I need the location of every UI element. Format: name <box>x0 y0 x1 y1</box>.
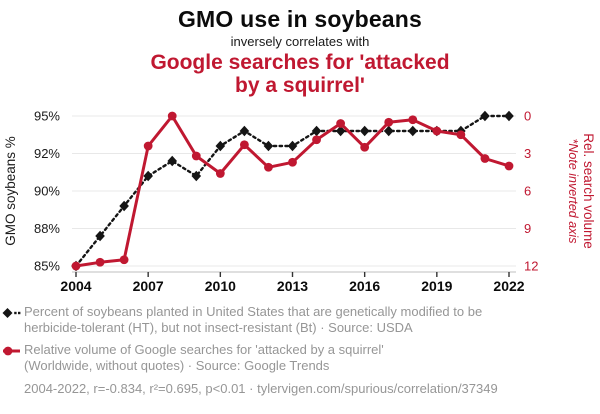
red-subtitle-line-1: Google searches for 'attacked <box>150 51 450 74</box>
squirrel-data-point <box>456 130 466 140</box>
squirrel-data-point <box>288 157 297 167</box>
squirrel-data-point <box>360 142 370 152</box>
squirrel-data-point <box>312 135 321 145</box>
right-axis-tick-label: 0 <box>524 109 531 124</box>
right-axis-tick-label: 3 <box>524 146 531 161</box>
right-axis-ticks: 0 3 6 9 12 <box>524 109 538 274</box>
legend-label-gmo-line-2: herbicide-tolerant (HT), but not insect-… <box>24 319 413 335</box>
gmo-data-point <box>215 140 226 152</box>
x-axis-tick-label: 2004 <box>60 278 91 294</box>
left-axis-title: GMO soybeans % <box>3 136 18 246</box>
gmo-data-point <box>359 125 370 137</box>
squirrel-data-point <box>167 111 177 121</box>
legend-label-squirrel-line-2: (Worldwide, without quotes) · Source: Go… <box>24 357 330 373</box>
right-axis-note: *Note inverted axis <box>566 139 580 244</box>
right-axis-title: Rel. search volume <box>581 133 596 249</box>
x-axis-tick-label: 2013 <box>277 278 308 294</box>
left-axis-tick-label: 92% <box>34 146 60 161</box>
gmo-data-point <box>263 140 274 152</box>
squirrel-data-point <box>480 154 490 163</box>
gmo-diamond-dotted-icon <box>2 308 21 318</box>
squirrel-data-point <box>504 161 514 171</box>
squirrel-data-point <box>71 261 81 271</box>
gmo-data-point <box>167 155 178 167</box>
squirrel-circle-line-icon <box>3 346 20 356</box>
gmo-data-point <box>311 125 322 137</box>
gmo-data-point <box>407 125 418 137</box>
x-axis: 2004 2007 2010 2013 2016 2019 2022 <box>60 271 525 294</box>
right-axis-tick-label: 9 <box>524 221 531 236</box>
gmo-data-point <box>95 230 105 242</box>
legend-item-squirrel: Relative volume of Google searches for '… <box>2 342 384 373</box>
x-axis-tick-label: 2010 <box>205 278 236 294</box>
gmo-data-point <box>191 170 202 182</box>
stats-and-source-url: 2004-2022, r=-0.834, r²=0.695, p<0.01 · … <box>24 381 498 396</box>
squirrel-data-point <box>119 255 129 265</box>
legend-label-squirrel: Relative volume of Google searches for '… <box>24 342 384 373</box>
gmo-data-point <box>504 110 514 122</box>
x-axis-tick-label: 2007 <box>133 278 164 294</box>
x-axis-tick-label: 2016 <box>349 278 380 294</box>
squirrel-data-point <box>239 140 249 150</box>
squirrel-data-point <box>336 119 346 128</box>
gmo-data-point <box>287 140 298 152</box>
gmo-data-point <box>480 110 490 122</box>
squirrel-data-point <box>264 162 273 172</box>
left-axis-tick-label: 88% <box>34 221 60 236</box>
gmo-data-point <box>119 200 129 212</box>
x-axis-tick-label: 2019 <box>421 278 452 294</box>
red-subtitle-line-2: by a squirrel' <box>235 74 365 97</box>
squirrel-data-point <box>143 141 153 151</box>
x-axis-tick-label: 2022 <box>493 278 524 294</box>
correlation-chart: 2004 2007 2010 2013 2016 2019 2022 85% 88% 90% 92%… <box>3 109 596 295</box>
squirrel-data-point <box>95 257 105 267</box>
legend-label-squirrel-line-1: Relative volume of Google searches for '… <box>24 342 384 357</box>
squirrel-data-point <box>432 126 442 136</box>
left-axis-tick-label: 90% <box>34 184 60 199</box>
legend-item-gmo: Percent of soybeans planted in United St… <box>2 304 482 335</box>
left-axis-tick-label: 85% <box>34 259 60 274</box>
squirrel-data-point <box>384 117 394 127</box>
gmo-data-point <box>143 170 153 182</box>
left-axis-tick-label: 95% <box>34 109 60 124</box>
squirrel-data-point <box>408 115 418 125</box>
page-title: GMO use in soybeans <box>177 6 423 32</box>
legend-label-gmo-line-1: Percent of soybeans planted in United St… <box>24 304 483 319</box>
legend-label-gmo: Percent of soybeans planted in United St… <box>24 304 482 335</box>
gmo-data-point <box>335 125 346 137</box>
correlation-connector-text: inversely correlates with <box>230 34 370 49</box>
gmo-data-point <box>383 125 394 137</box>
right-axis-tick-label: 6 <box>524 184 531 199</box>
squirrel-data-point <box>215 169 225 178</box>
left-axis-ticks: 85% 88% 90% 92% 95% <box>34 109 60 274</box>
squirrel-data-point <box>191 151 201 161</box>
series-squirrel-searches <box>71 111 514 271</box>
gmo-data-point <box>239 125 250 137</box>
red-subtitle: Google searches for 'attacked by a squir… <box>0 51 600 97</box>
right-axis-tick-label: 12 <box>524 259 538 274</box>
